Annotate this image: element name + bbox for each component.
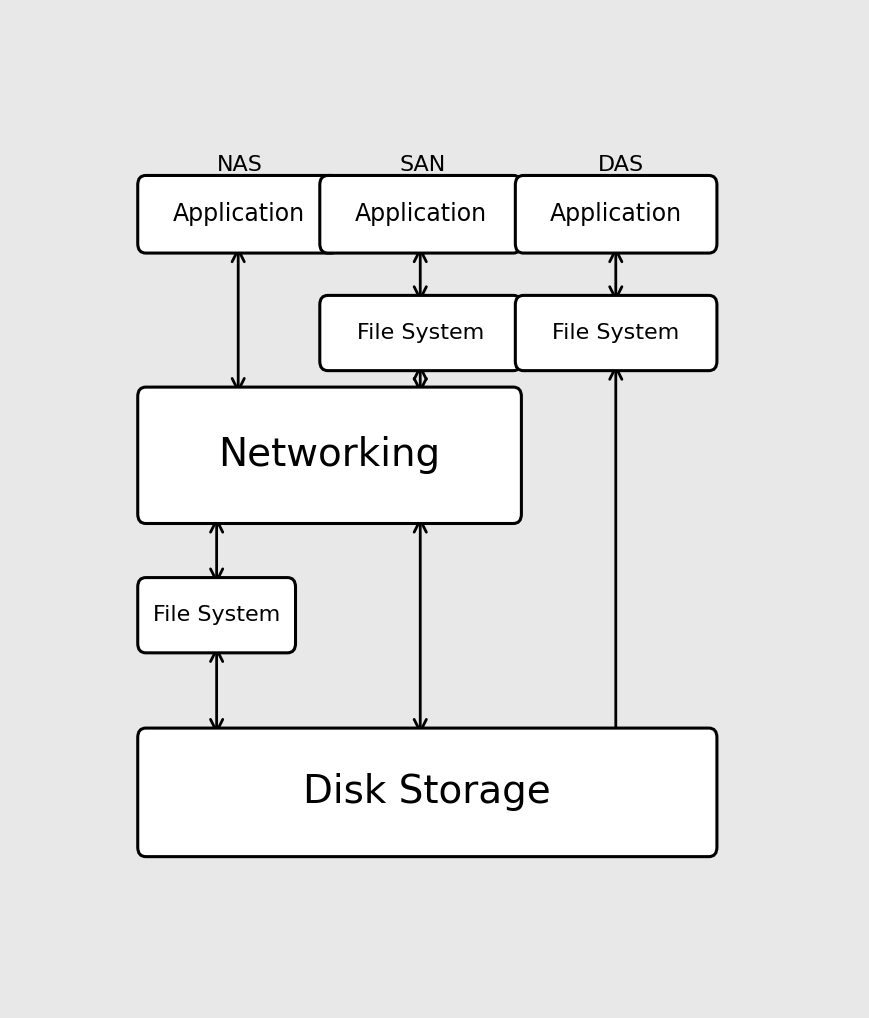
Text: Disk Storage: Disk Storage xyxy=(303,774,551,811)
Text: Networking: Networking xyxy=(218,437,440,474)
FancyBboxPatch shape xyxy=(137,387,521,523)
FancyBboxPatch shape xyxy=(320,295,521,371)
FancyBboxPatch shape xyxy=(137,577,295,653)
Text: File System: File System xyxy=(356,323,484,343)
FancyBboxPatch shape xyxy=(137,175,339,253)
Text: File System: File System xyxy=(552,323,679,343)
Text: File System: File System xyxy=(153,606,280,625)
Text: Application: Application xyxy=(172,203,304,226)
FancyBboxPatch shape xyxy=(137,728,716,856)
Text: SAN: SAN xyxy=(399,156,445,175)
FancyBboxPatch shape xyxy=(514,175,716,253)
Text: Application: Application xyxy=(355,203,486,226)
Text: DAS: DAS xyxy=(597,156,644,175)
Text: NAS: NAS xyxy=(217,156,262,175)
FancyBboxPatch shape xyxy=(514,295,716,371)
FancyBboxPatch shape xyxy=(320,175,521,253)
Text: Application: Application xyxy=(549,203,681,226)
